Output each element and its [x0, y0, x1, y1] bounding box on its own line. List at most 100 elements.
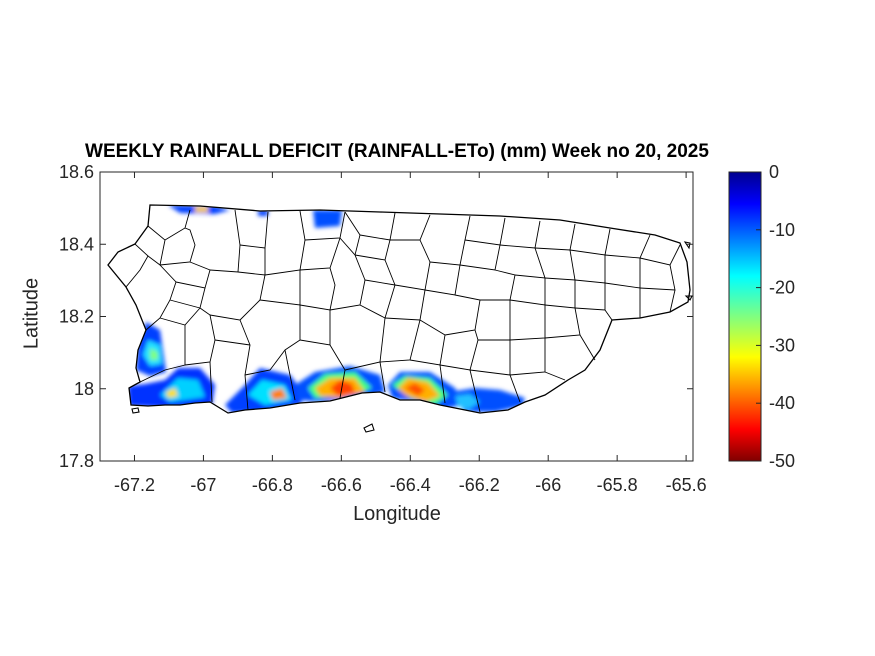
- boundary-east-37: [639, 264, 676, 291]
- coastline: [107, 204, 691, 414]
- boundary-east-22: [509, 338, 546, 376]
- x-tick-label: -66.6: [321, 475, 362, 495]
- boundary-west-8: [184, 307, 216, 366]
- boundary-north-2: [239, 211, 269, 249]
- boundary-northwest-2: [147, 255, 161, 266]
- boundary-north-4: [264, 210, 306, 276]
- island-east-cay-1: [683, 241, 691, 250]
- boundary-east-23: [544, 371, 566, 381]
- boundary-center-11: [354, 239, 391, 261]
- boundary-west-5: [169, 287, 206, 309]
- small-islands: [131, 241, 693, 433]
- deficit-west-coast-edge: [150, 348, 158, 360]
- boundary-east-27: [544, 307, 581, 339]
- y-tick-label: 18.6: [59, 162, 94, 182]
- colorbar-tick-label: -40: [769, 393, 795, 413]
- boundary-east-7: [424, 261, 461, 296]
- boundary-center-8: [329, 237, 366, 311]
- boundary-east-18: [499, 220, 541, 249]
- municipality-boundaries: [117, 209, 681, 413]
- boundary-east-12: [464, 217, 506, 246]
- island-caja-de-muertos: [363, 423, 375, 433]
- x-tick-label: -65.6: [666, 475, 707, 495]
- boundary-west-9: [209, 361, 213, 403]
- y-tick-label: 17.8: [59, 451, 94, 471]
- x-tick-label: -65.8: [597, 475, 638, 495]
- colorbar: [728, 171, 762, 462]
- boundary-north-1: [209, 209, 241, 273]
- x-tick-label: -67: [190, 475, 216, 495]
- boundary-east-26: [544, 280, 576, 309]
- boundary-east-13: [459, 244, 501, 271]
- boundary-east-9: [444, 294, 481, 336]
- boundary-center-14: [344, 317, 386, 371]
- boundary-east-36: [639, 244, 681, 266]
- boundary-east-24: [534, 223, 576, 251]
- boundary-west-7: [139, 325, 186, 383]
- boundary-center-13: [359, 284, 396, 319]
- x-tick-label: -67.2: [114, 475, 155, 495]
- deficit-santa-isabel-hot: [405, 383, 425, 396]
- colorbar-tick-label: -20: [769, 278, 795, 298]
- boundary-east-31: [574, 283, 606, 311]
- boundary-east-5: [409, 319, 446, 366]
- colorbar-ticks: 0 -10 -20 -30 -40 -50: [756, 162, 795, 471]
- boundary-east-16: [469, 340, 511, 376]
- boundary-center-4: [244, 305, 301, 376]
- deficit-field: [128, 205, 525, 413]
- boundary-center-5: [284, 349, 296, 401]
- boundary-west-3: [159, 227, 196, 266]
- boundary-center-6: [299, 310, 331, 346]
- deficit-northwest-core: [195, 207, 208, 212]
- boundary-north-3: [237, 248, 266, 276]
- x-tick-label: -66.4: [390, 475, 431, 495]
- boundary-center-1: [239, 274, 266, 321]
- boundary-east-3: [384, 289, 426, 321]
- colorbar-tick-label: -10: [769, 220, 795, 240]
- deficit-guanica-hot: [270, 388, 287, 400]
- island-east-cay-2: [684, 295, 693, 301]
- y-tick-label: 18.4: [59, 234, 94, 254]
- x-tick-label: -66.8: [252, 475, 293, 495]
- boundary-east-32: [604, 309, 613, 321]
- chart-title: WEEKLY RAINFALL DEFICIT (RAINFALL-ETo) (…: [85, 141, 709, 162]
- y-tick-label: 18: [74, 379, 94, 399]
- boundary-east-38: [669, 289, 676, 313]
- x-tick-label: -66.2: [459, 475, 500, 495]
- boundary-sw-2: [214, 339, 251, 346]
- x-axis-ticks: -67.2 -67 -66.8 -66.6 -66.4 -66.2 -66 -65.8 -65.…: [114, 172, 707, 495]
- boundary-east-34: [604, 258, 641, 289]
- boundary-center-10: [359, 212, 396, 241]
- boundary-north-6: [299, 237, 341, 271]
- y-tick-label: 18.2: [59, 307, 94, 327]
- boundary-east-19: [514, 247, 546, 279]
- boundary-east-17: [509, 374, 521, 403]
- deficit-southwest-edge: [166, 388, 178, 398]
- boundary-east-11: [469, 369, 481, 413]
- boundary-center-3: [299, 267, 336, 311]
- boundary-west-2: [164, 209, 191, 241]
- colorbar-tick-label: -30: [769, 335, 795, 355]
- boundary-east-15: [478, 300, 511, 341]
- colorbar-tick-label: 0: [769, 162, 779, 182]
- boundary-east-28: [579, 334, 596, 361]
- boundary-east-1: [394, 214, 431, 291]
- boundary-east-33: [604, 234, 651, 259]
- boundary-east-4: [379, 319, 421, 363]
- boundary-center-9: [344, 211, 361, 256]
- boundary-center-12: [364, 259, 396, 286]
- deficit-ponce-hot: [330, 380, 355, 396]
- boundary-west-6: [159, 307, 201, 326]
- boundary-east-20: [509, 278, 546, 306]
- boundary-west-4: [175, 261, 211, 289]
- colorbar-tick-label: -50: [769, 451, 795, 471]
- x-tick-label: -66: [535, 475, 561, 495]
- boundary-east-29: [569, 228, 611, 256]
- boundary-east-14: [480, 269, 516, 301]
- island-desecheo: [131, 407, 140, 414]
- x-axis-label: Longitude: [353, 503, 441, 525]
- boundary-east-30: [574, 255, 606, 284]
- boundary-east-10: [439, 329, 479, 371]
- boundary-west-1: [145, 225, 177, 331]
